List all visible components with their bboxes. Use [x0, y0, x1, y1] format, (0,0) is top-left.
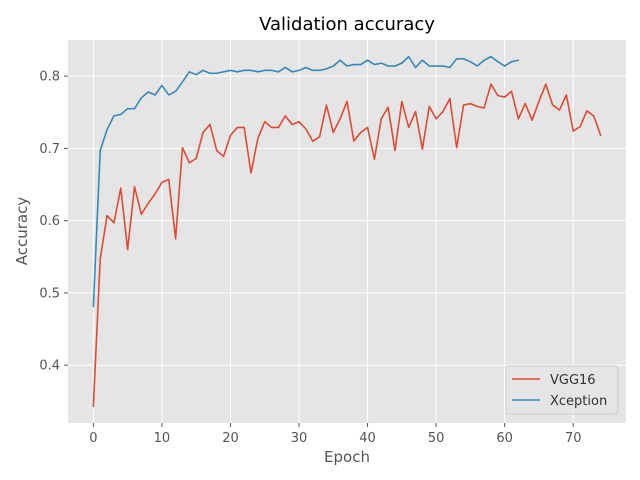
x-tick-label: 0: [89, 431, 97, 446]
series-line-vgg16: [92, 83, 602, 408]
x-tick-label: 50: [428, 431, 445, 446]
x-tick-label: 20: [222, 431, 239, 446]
grid: [68, 40, 626, 423]
series-line-xception: [92, 55, 520, 308]
series-lines: [92, 55, 602, 408]
legend-box: [505, 365, 619, 415]
x-tick-label: 40: [359, 431, 376, 446]
legend: VGG16 Xception: [505, 365, 619, 415]
x-tick-label: 70: [565, 431, 582, 446]
x-axis-label: Epoch: [324, 448, 370, 466]
y-tick-label: 0.7: [39, 142, 60, 157]
chart-title: Validation accuracy: [259, 14, 435, 35]
x-tick-label: 60: [496, 431, 513, 446]
ticks: 0 10 20 30 40 50 60 70 0.4 0.5 0.6 0.7 0.8: [39, 70, 581, 446]
y-tick-label: 0.8: [39, 70, 60, 85]
legend-label-vgg16: VGG16: [550, 373, 596, 388]
y-tick-label: 0.5: [39, 286, 60, 301]
y-tick-label: 0.4: [39, 359, 60, 374]
x-tick-label: 30: [291, 431, 308, 446]
legend-label-xception: Xception: [550, 394, 607, 409]
y-tick-label: 0.6: [39, 214, 60, 229]
x-tick-label: 10: [154, 431, 171, 446]
y-axis-label: Accuracy: [13, 197, 31, 266]
